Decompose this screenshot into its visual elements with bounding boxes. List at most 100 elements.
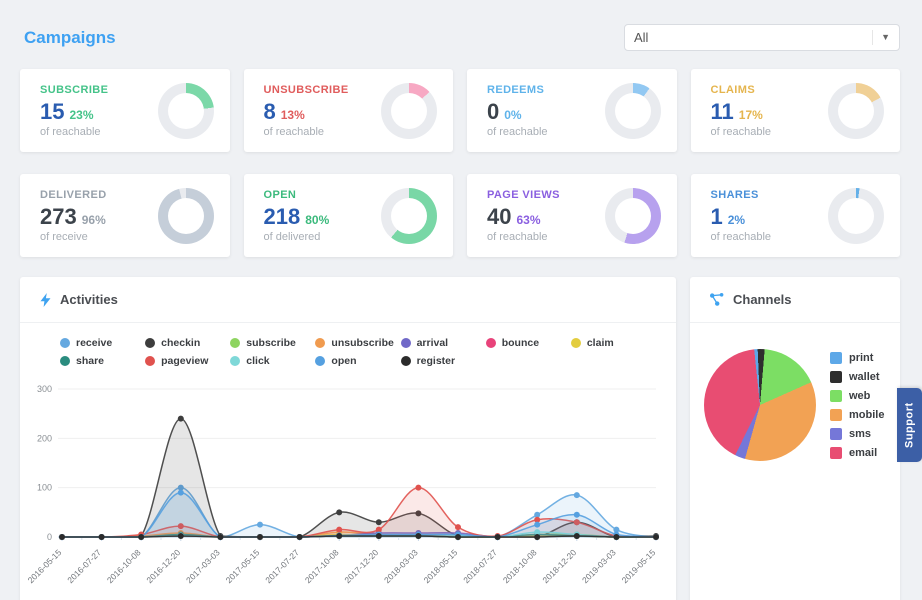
stat-value: 1	[710, 203, 723, 229]
legend-dot-icon	[145, 356, 156, 366]
stat-subtitle: of receive	[40, 230, 88, 243]
lightning-icon	[40, 292, 51, 307]
stat-value: 11	[710, 98, 734, 124]
support-button[interactable]: Support	[897, 388, 922, 462]
pie-legend-item[interactable]: sms	[830, 427, 884, 440]
stat-label: REDEEMS	[487, 83, 545, 96]
stat-value: 273	[40, 203, 77, 229]
stat-subtitle: of reachable	[710, 230, 772, 243]
stat-donut	[157, 187, 214, 244]
stat-donut	[604, 82, 661, 139]
legend-item[interactable]: register	[400, 355, 486, 367]
stat-percent: 80%	[305, 212, 330, 227]
legend-item[interactable]: receive	[60, 337, 145, 349]
stat-donut	[828, 187, 884, 244]
channels-title: Channels	[733, 292, 792, 307]
svg-text:2018-07-27: 2018-07-27	[461, 547, 499, 585]
legend-item[interactable]: open	[315, 355, 400, 367]
svg-text:2017-12-20: 2017-12-20	[342, 547, 380, 585]
svg-text:2016-07-27: 2016-07-27	[65, 547, 103, 585]
legend-label: subscribe	[246, 337, 296, 349]
main-row: Activities receive checkin subscribe uns…	[20, 277, 900, 600]
legend-item[interactable]: checkin	[145, 337, 230, 349]
pie-swatch-icon	[830, 370, 842, 383]
legend-item[interactable]: pageview	[145, 355, 230, 367]
legend-item[interactable]: share	[60, 355, 145, 367]
stat-donut	[381, 187, 437, 244]
pie-legend: print wallet web mobile sms email	[830, 351, 885, 459]
chevron-down-icon: ▼	[872, 30, 890, 45]
legend-dot-icon	[145, 338, 156, 348]
stat-card: SHARES 1 2% of reachable	[690, 174, 900, 257]
channels-header: Channels	[690, 277, 900, 323]
legend-item[interactable]: subscribe	[230, 337, 315, 349]
legend-label: receive	[76, 337, 113, 349]
activities-header: Activities	[20, 277, 676, 323]
stat-percent: 96%	[81, 212, 106, 227]
legend-item[interactable]: unsubscribe	[315, 337, 400, 349]
stat-card: DELIVERED 273 96% of receive	[20, 174, 230, 257]
pie-legend-label: web	[849, 389, 871, 402]
activities-chart: 300 200 100 0 2016-05-15 2016-07-27 2016-10-08…	[20, 373, 676, 600]
legend-label: arrival	[416, 337, 449, 349]
pie-swatch-icon	[830, 389, 842, 402]
pie-legend-label: mobile	[849, 408, 885, 421]
legend-label: share	[76, 355, 105, 367]
legend-dot-icon	[230, 338, 241, 348]
legend-dot-icon	[315, 356, 326, 366]
legend-label: checkin	[161, 337, 201, 349]
pie-swatch-icon	[830, 446, 842, 459]
svg-text:2016-12-20: 2016-12-20	[144, 547, 182, 585]
pie-swatch-icon	[830, 408, 842, 421]
stat-label: OPEN	[263, 188, 297, 201]
stat-donut	[381, 82, 437, 139]
campaign-filter-value: All	[634, 30, 649, 45]
legend-dot-icon	[60, 356, 70, 366]
svg-text:2019-05-15: 2019-05-15	[620, 547, 658, 585]
legend-dot-icon	[60, 338, 70, 348]
svg-text:2016-05-15: 2016-05-15	[26, 547, 64, 585]
activities-panel: Activities receive checkin subscribe uns…	[20, 277, 676, 600]
pie-legend-label: wallet	[849, 370, 880, 383]
stat-subtitle: of delivered	[263, 230, 321, 243]
line-chart-svg: 300 200 100 0 2016-05-15 2016-07-27 2016-10-08…	[26, 384, 659, 585]
pie-legend-item[interactable]: print	[830, 351, 884, 364]
stat-donut	[604, 187, 661, 244]
legend-label: claim	[586, 337, 614, 349]
legend-item[interactable]: bounce	[485, 337, 571, 349]
legend-item[interactable]: arrival	[400, 337, 486, 349]
pie-legend-item[interactable]: wallet	[830, 370, 884, 383]
pie-legend-item[interactable]: email	[830, 446, 884, 459]
activities-legend: receive checkin subscribe unsubscribe ar…	[20, 323, 676, 373]
pie-legend-item[interactable]: mobile	[830, 408, 885, 421]
legend-item[interactable]: click	[230, 355, 315, 367]
pie-legend-item[interactable]: web	[830, 389, 884, 402]
legend-item[interactable]: claim	[570, 337, 656, 349]
svg-text:2018-03-03: 2018-03-03	[382, 547, 420, 585]
svg-text:2017-07-27: 2017-07-27	[263, 547, 301, 585]
pie-legend-label: sms	[849, 427, 872, 440]
stat-card: UNSUBSCRIBE 8 13% of reachable	[243, 69, 453, 152]
legend-dot-icon	[485, 338, 496, 348]
stat-label: SUBSCRIBE	[40, 83, 109, 96]
stat-label: PAGE VIEWS	[487, 188, 560, 201]
channels-chart: print wallet web mobile sms email	[690, 323, 900, 461]
stat-percent: 13%	[280, 107, 305, 122]
page-title: Campaigns	[24, 27, 116, 47]
svg-text:0: 0	[47, 532, 52, 542]
legend-dot-icon	[570, 338, 581, 348]
legend-label: pageview	[161, 355, 209, 367]
pie-legend-label: print	[849, 351, 874, 364]
stat-subtitle: of reachable	[710, 125, 772, 138]
stat-donut	[828, 82, 884, 139]
pie-legend-label: email	[849, 446, 878, 459]
svg-text:300: 300	[37, 384, 52, 394]
legend-label: open	[331, 355, 357, 367]
pie-chart	[704, 349, 816, 461]
campaign-filter-select[interactable]: All ▼	[624, 24, 900, 51]
stat-value: 0	[487, 98, 500, 124]
stat-label: SHARES	[710, 188, 759, 201]
legend-label: bounce	[501, 337, 540, 349]
legend-label: unsubscribe	[331, 337, 394, 349]
